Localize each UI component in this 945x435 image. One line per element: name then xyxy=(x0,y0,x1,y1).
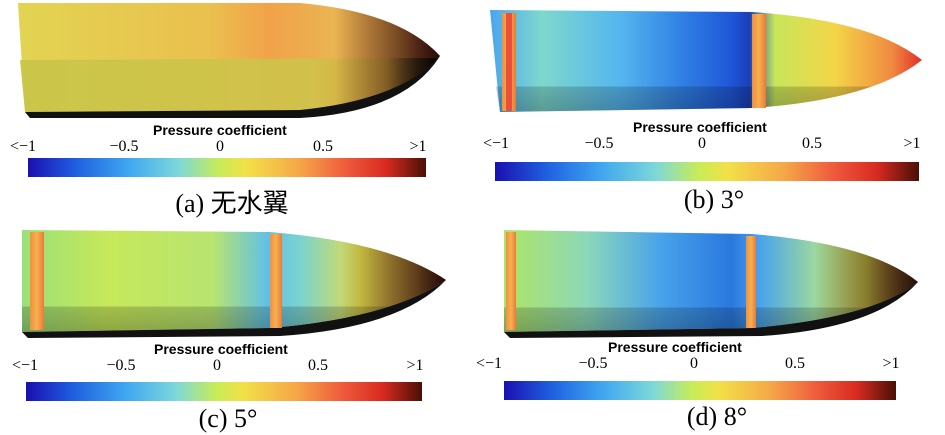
hydrofoil-fwd xyxy=(270,234,282,328)
tick-label: <−1 xyxy=(475,355,503,372)
panel-caption: (a) 无水翼 xyxy=(175,189,289,218)
tick-label: 0 xyxy=(213,357,221,374)
panel-b: Pressure coefficient <−1 −0.5 0 0.5 >1 (… xyxy=(472,0,944,217)
tick-label: >1 xyxy=(406,357,424,374)
panel-a: Pressure coefficient <−1 −0.5 0 0.5 >1 (… xyxy=(0,0,472,218)
tick-label: >1 xyxy=(882,355,900,372)
tick-label: >1 xyxy=(903,135,921,152)
tick-label: −0.5 xyxy=(106,357,136,374)
hydrofoil-aft xyxy=(506,232,516,330)
tick-label: −0.5 xyxy=(578,355,608,372)
colorbar-title: Pressure coefficient xyxy=(633,119,767,135)
colorbar-title: Pressure coefficient xyxy=(608,339,742,355)
tick-label: 0 xyxy=(698,135,706,152)
tick-label: −0.5 xyxy=(109,138,139,155)
tick-label: <−1 xyxy=(11,357,39,374)
tick-label: 0.5 xyxy=(313,138,333,155)
colorbar xyxy=(28,158,426,177)
tick-label: 0 xyxy=(216,138,224,155)
panel-d: Pressure coefficient <−1 −0.5 0 0.5 >1 (… xyxy=(472,218,944,435)
tick-label: 0.5 xyxy=(308,357,328,374)
panel-c: Pressure coefficient <−1 −0.5 0 0.5 >1 (… xyxy=(0,218,472,435)
tick-label: 0.5 xyxy=(785,355,805,372)
hydrofoil-aft xyxy=(30,232,44,330)
colorbar xyxy=(26,382,422,401)
colorbar-title: Pressure coefficient xyxy=(154,341,288,357)
panel-caption: (c) 5° xyxy=(198,404,258,433)
hull-contour-a xyxy=(18,3,440,118)
tick-label: −0.5 xyxy=(584,135,614,152)
tick-label: <−1 xyxy=(9,138,37,155)
colorbar xyxy=(495,162,919,181)
tick-label: <−1 xyxy=(482,135,510,152)
hydrofoil-fwd xyxy=(752,14,766,108)
panel-caption: (d) 8° xyxy=(686,402,748,431)
hull-contour-d xyxy=(504,230,918,338)
tick-label: 0 xyxy=(690,355,698,372)
colorbar-title: Pressure coefficient xyxy=(153,122,287,138)
tick-label: 0.5 xyxy=(802,135,822,152)
hydrofoil-fwd xyxy=(746,236,756,328)
panel-caption: (b) 3° xyxy=(683,185,745,214)
tick-label: >1 xyxy=(409,138,427,155)
hull-contour-b xyxy=(490,10,922,112)
hull-contour-c xyxy=(22,230,446,338)
colorbar xyxy=(504,381,896,400)
